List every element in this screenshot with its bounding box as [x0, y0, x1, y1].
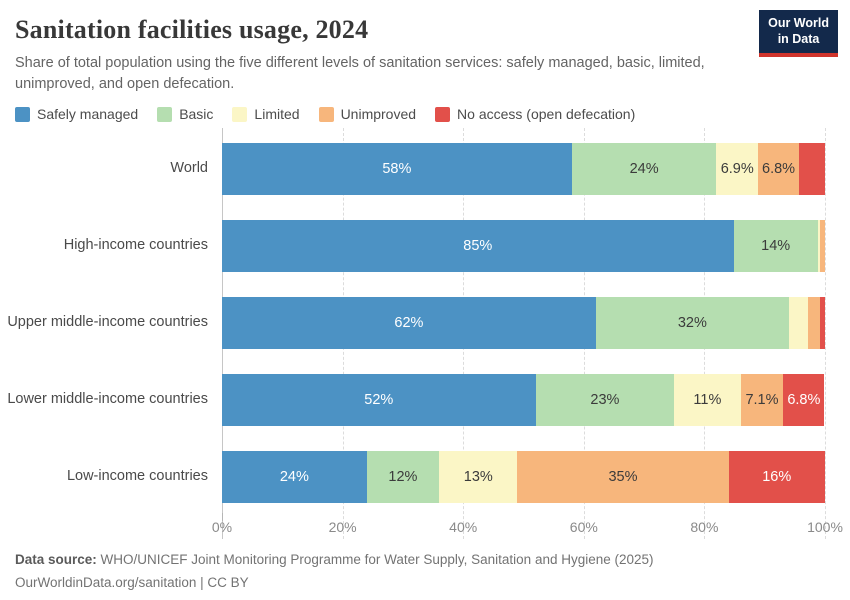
- bar-row-high-income-countries: High-income countries 85% 14%: [0, 207, 850, 284]
- bar-value-label: 7.1%: [745, 391, 779, 408]
- x-axis-tick-label: 20%: [328, 519, 357, 536]
- bar-segment-limited[interactable]: [788, 296, 809, 349]
- owid-logo-line2: in Data: [777, 31, 820, 46]
- bar-track: 58% 24% 6.9% 6.8%: [222, 142, 825, 195]
- legend-item-unimproved[interactable]: Unimproved: [318, 106, 417, 123]
- bar-value-label: 16%: [762, 468, 792, 485]
- bar-value-label: 24%: [629, 160, 659, 177]
- bar-segment-limited[interactable]: 11%: [674, 373, 741, 426]
- bar-rows: World 58% 24% 6.9% 6.8% High-income countries…: [0, 130, 850, 515]
- legend-swatch-no-access-open-defecation: [435, 106, 451, 122]
- bar-segment-unimproved[interactable]: [819, 219, 825, 272]
- bar-value-label: 6.8%: [762, 160, 796, 177]
- footer-datasource-text: WHO/UNICEF Joint Monitoring Programme fo…: [100, 552, 654, 568]
- bar-row-low-income-countries: Low-income countries 24% 12% 13% 35% 16%: [0, 438, 850, 515]
- bar-segment-basic[interactable]: 23%: [535, 373, 675, 426]
- category-label-lower-middle-income-countries: Lower middle-income countries: [7, 391, 208, 408]
- bar-segment-safely-managed[interactable]: 85%: [222, 219, 734, 272]
- footer-license: OurWorldinData.org/sanitation | CC BY: [15, 575, 249, 591]
- legend-item-basic[interactable]: Basic: [157, 106, 213, 122]
- bar-segment-unimproved[interactable]: 6.8%: [758, 142, 800, 195]
- legend-item-safely-managed[interactable]: Safely managed: [15, 106, 138, 122]
- category-label-low-income-countries: Low-income countries: [66, 468, 208, 485]
- chart-header: Sanitation facilities usage, 2024 Share …: [0, 14, 850, 122]
- bar-row-world: World 58% 24% 6.9% 6.8%: [0, 130, 850, 207]
- x-axis-tick-label: 0%: [211, 519, 233, 536]
- chart-footer: Data source: WHO/UNICEF Joint Monitoring…: [0, 549, 850, 595]
- bar-segment-safely-managed[interactable]: 52%: [222, 373, 536, 426]
- legend-item-limited[interactable]: Limited: [232, 106, 300, 123]
- bar-segment-limited[interactable]: 6.9%: [716, 142, 759, 195]
- legend-label: Safely managed: [37, 106, 139, 123]
- bar-segment-basic[interactable]: 14%: [733, 219, 818, 272]
- bar-value-label: 6.9%: [720, 160, 754, 177]
- legend-swatch-limited: [232, 106, 248, 122]
- bar-segment-basic[interactable]: 12%: [366, 450, 440, 503]
- bar-segment-unimproved[interactable]: [808, 296, 820, 349]
- legend-label: Limited: [254, 106, 300, 123]
- owid-logo[interactable]: Our World in Data: [759, 10, 838, 58]
- legend-label: No access (open defecation): [457, 106, 636, 123]
- bar-value-label: 32%: [677, 314, 707, 331]
- bar-track: 52% 23% 11% 7.1% 6.8%: [222, 373, 825, 426]
- bar-segment-unimproved[interactable]: 7.1%: [740, 373, 784, 426]
- bar-value-label: 52%: [364, 391, 394, 408]
- bar-value-label: 85%: [463, 237, 493, 254]
- legend-swatch-safely-managed: [15, 106, 30, 122]
- bar-segment-no-access-open-defecation[interactable]: [799, 142, 825, 195]
- stacked-bar-chart: World 58% 24% 6.9% 6.8% High-income countries…: [0, 128, 850, 540]
- legend: Safely managed Basic Limited Unimproved No a…: [15, 106, 835, 122]
- footer-datasource: Data source: WHO/UNICEF Joint Monitoring…: [15, 549, 835, 572]
- bar-value-label: 14%: [761, 237, 791, 254]
- bar-value-label: 24%: [279, 468, 309, 485]
- category-label-high-income-countries: High-income countries: [63, 237, 208, 254]
- page-title: Sanitation facilities usage, 2024: [15, 15, 369, 44]
- bar-segment-limited[interactable]: 13%: [439, 450, 518, 503]
- bar-segment-unimproved[interactable]: 35%: [517, 450, 729, 503]
- bar-segment-safely-managed[interactable]: 62%: [222, 296, 596, 349]
- bar-segment-safely-managed[interactable]: 24%: [222, 450, 367, 503]
- bar-value-label: 12%: [388, 468, 418, 485]
- bar-row-upper-middle-income-countries: Upper middle-income countries 62% 32%: [0, 284, 850, 361]
- bar-value-label: 58%: [382, 160, 412, 177]
- bar-track: 85% 14%: [222, 219, 825, 272]
- chart-subtitle: Share of total population using the five…: [15, 55, 705, 93]
- bar-value-label: 35%: [608, 468, 638, 485]
- x-axis-tick-label: 80%: [690, 519, 719, 536]
- x-axis-tick-label: 60%: [569, 519, 598, 536]
- bar-value-label: 11%: [693, 391, 722, 408]
- bar-track: 24% 12% 13% 35% 16%: [222, 450, 825, 503]
- x-axis-tick-label: 100%: [807, 519, 843, 536]
- bar-track: 62% 32%: [222, 296, 825, 349]
- legend-label: Unimproved: [340, 106, 417, 123]
- bar-value-label: 62%: [394, 314, 424, 331]
- category-label-upper-middle-income-countries: Upper middle-income countries: [7, 314, 208, 331]
- bar-segment-basic[interactable]: 32%: [595, 296, 789, 349]
- gridline-100pct: [825, 128, 826, 540]
- bar-segment-no-access-open-defecation[interactable]: 6.8%: [783, 373, 825, 426]
- bar-segment-safely-managed[interactable]: 58%: [222, 142, 572, 195]
- bar-value-label: 23%: [590, 391, 620, 408]
- legend-swatch-unimproved: [318, 106, 334, 122]
- bar-segment-limited[interactable]: [817, 219, 820, 272]
- bar-value-label: 6.8%: [787, 391, 821, 408]
- footer-datasource-label: Data source:: [15, 552, 97, 568]
- bar-value-label: 13%: [463, 468, 493, 485]
- bar-segment-no-access-open-defecation[interactable]: [819, 296, 825, 349]
- x-axis-zero-tickmark: [222, 513, 223, 522]
- bar-segment-basic[interactable]: 24%: [571, 142, 717, 195]
- bar-row-lower-middle-income-countries: Lower middle-income countries 52% 23% 11% 7.…: [0, 361, 850, 438]
- x-axis: 0% 20% 40% 60% 80% 100%: [212, 513, 843, 539]
- x-axis-tick-label: 40%: [449, 519, 478, 536]
- category-label-world: World: [170, 160, 208, 177]
- owid-logo-line1: Our World: [768, 16, 829, 30]
- legend-item-no-access-open-defecation[interactable]: No access (open defecation): [435, 106, 635, 122]
- legend-swatch-basic: [157, 106, 173, 122]
- bar-segment-no-access-open-defecation[interactable]: 16%: [728, 450, 825, 503]
- legend-label: Basic: [179, 106, 214, 123]
